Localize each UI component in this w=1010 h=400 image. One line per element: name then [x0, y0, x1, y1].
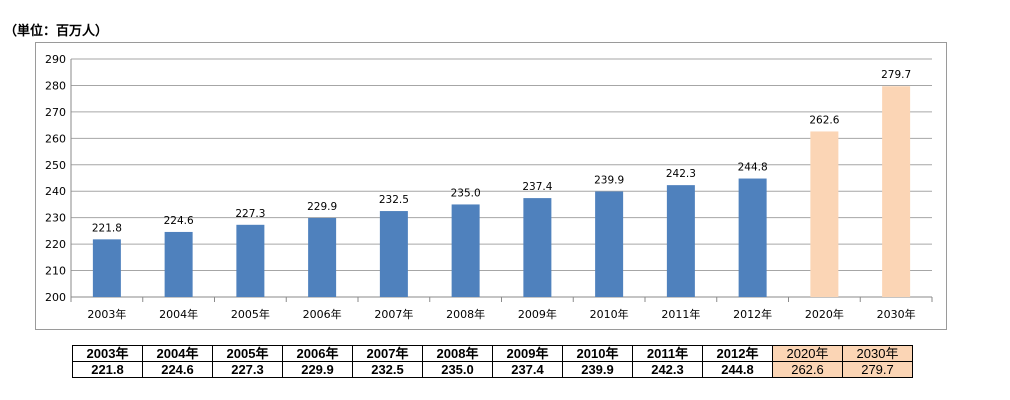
- bar-value-label: 229.9: [307, 201, 337, 213]
- bar: [595, 191, 624, 297]
- y-tick-label: 230: [45, 212, 66, 225]
- bar-value-label: 227.3: [235, 208, 265, 220]
- table-cell-value: 229.9: [282, 361, 353, 378]
- data-table: 2003年 2004年 2005年 2006年 2007年 2008年 2009…: [72, 345, 913, 378]
- table-cell-year: 2005年: [212, 345, 283, 362]
- unit-label: （単位：百万人）: [4, 24, 109, 39]
- bar: [236, 224, 265, 297]
- x-tick-label: 2003年: [87, 307, 126, 321]
- y-tick-label: 220: [45, 238, 66, 251]
- bar-value-label: 237.4: [522, 181, 552, 193]
- bar: [882, 86, 911, 297]
- y-tick-label: 290: [45, 53, 66, 66]
- table-cell-value: 235.0: [422, 361, 493, 378]
- x-tick-label: 2006年: [303, 307, 342, 321]
- bar-value-label: 235.0: [451, 187, 481, 199]
- table-cell-year: 2011年: [632, 345, 703, 362]
- table-cell-year: 2006年: [282, 345, 353, 362]
- table-cell-year: 2003年: [72, 345, 143, 362]
- table-cell-year: 2012年: [702, 345, 773, 362]
- x-tick-label: 2010年: [590, 307, 629, 321]
- table-cell-value: 221.8: [72, 361, 143, 378]
- bar: [738, 178, 767, 297]
- table-cell-value: 262.6: [772, 361, 843, 378]
- bar-value-label: 224.6: [164, 215, 194, 227]
- y-tick-label: 250: [45, 159, 66, 172]
- bar-value-label: 221.8: [92, 222, 122, 234]
- y-tick-label: 240: [45, 185, 66, 198]
- bar: [164, 231, 193, 297]
- table-row-years: 2003年 2004年 2005年 2006年 2007年 2008年 2009…: [72, 345, 913, 362]
- x-tick-label: 2007年: [374, 307, 413, 321]
- x-tick-label: 2012年: [733, 307, 772, 321]
- table-cell-value: 237.4: [492, 361, 563, 378]
- table-cell-year: 2009年: [492, 345, 563, 362]
- bar-value-label: 262.6: [809, 114, 839, 126]
- table-cell-value: 224.6: [142, 361, 213, 378]
- x-tick-label: 2020年: [805, 307, 844, 321]
- y-tick-label: 260: [45, 132, 66, 145]
- bar-value-label: 244.8: [738, 162, 768, 174]
- table-cell-value: 244.8: [702, 361, 773, 378]
- bar-value-label: 242.3: [666, 168, 696, 180]
- bar-chart: 200 210 220 230 240 250 260 270 280 290 221.8 2003年…: [45, 53, 933, 321]
- table-cell-year: 2008年: [422, 345, 493, 362]
- bar-value-label: 239.9: [594, 174, 624, 186]
- table-cell-year: 2004年: [142, 345, 213, 362]
- table-cell-year: 2007年: [352, 345, 423, 362]
- table-cell-year: 2010年: [562, 345, 633, 362]
- y-tick-label: 210: [45, 265, 66, 278]
- bar: [810, 131, 839, 297]
- chart-area: 200 210 220 230 240 250 260 270 280 290 221.8 2003年…: [35, 42, 947, 330]
- bar: [666, 185, 695, 297]
- bar: [92, 239, 121, 297]
- x-tick-label: 2004年: [159, 307, 198, 321]
- table-cell-year: 2030年: [842, 345, 913, 362]
- table-cell-value: 239.9: [562, 361, 633, 378]
- table-cell-value: 232.5: [352, 361, 423, 378]
- x-tick-label: 2008年: [446, 307, 485, 321]
- table-row-values: 221.8 224.6 227.3 229.9 232.5 235.0 237.…: [72, 361, 913, 378]
- bar-value-label: 232.5: [379, 194, 409, 206]
- x-tick-label: 2009年: [518, 307, 557, 321]
- bar: [523, 198, 552, 297]
- table-cell-value: 242.3: [632, 361, 703, 378]
- table-cell-value: 227.3: [212, 361, 283, 378]
- bar: [308, 217, 337, 297]
- bar-value-label: 279.7: [881, 69, 911, 81]
- x-tick-label: 2005年: [231, 307, 270, 321]
- bar: [379, 211, 408, 297]
- y-tick-label: 280: [45, 79, 66, 92]
- bar: [451, 204, 480, 297]
- x-tick-label: 2011年: [661, 307, 700, 321]
- table-cell-value: 279.7: [842, 361, 913, 378]
- y-tick-label: 200: [45, 291, 66, 304]
- table-cell-year: 2020年: [772, 345, 843, 362]
- y-tick-label: 270: [45, 106, 66, 119]
- x-tick-label: 2030年: [877, 307, 916, 321]
